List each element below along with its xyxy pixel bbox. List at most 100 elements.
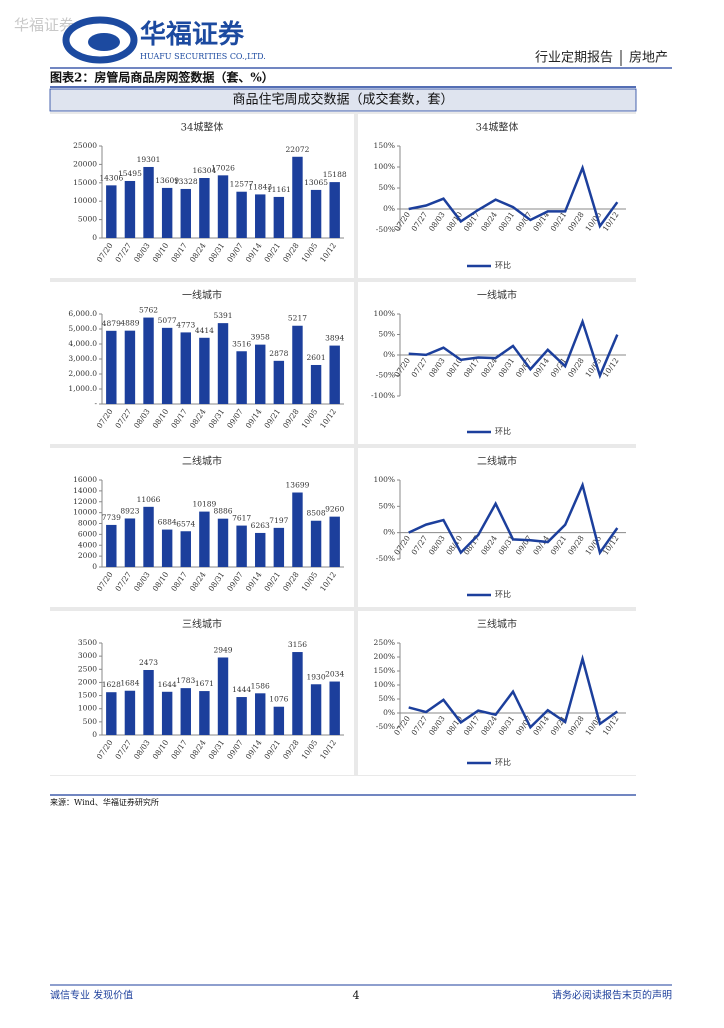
y-tick-label: 0% [383, 528, 395, 537]
y-tick-label: 16000 [73, 475, 97, 484]
bar [273, 706, 285, 735]
bar [106, 330, 117, 404]
bar-value-label: 17026 [211, 163, 235, 172]
legend-label: 环比 [495, 589, 511, 599]
y-tick-label: 4,000.0 [68, 339, 97, 348]
y-tick-label: 50% [378, 694, 395, 703]
y-tick-label: -50% [376, 554, 395, 563]
bar-value-label: 2601 [307, 353, 326, 362]
bar-value-label: 1783 [176, 676, 195, 685]
bar [143, 166, 154, 238]
bar [329, 345, 340, 404]
y-tick-label: 200% [374, 652, 395, 661]
bar-value-label: 3516 [232, 339, 251, 348]
bar-value-label: 5217 [288, 314, 307, 323]
y-tick-label: 3,000.0 [68, 354, 97, 363]
bar [292, 652, 303, 735]
bar [310, 189, 322, 238]
bar [310, 520, 322, 567]
bar [329, 681, 340, 735]
bar-value-label: 1586 [251, 681, 270, 690]
bar-value-label: 1684 [120, 679, 139, 688]
chart-title: 一线城市 [477, 289, 517, 302]
bar-value-label: 15495 [118, 169, 142, 178]
y-tick-label: 0% [383, 350, 395, 359]
bar [236, 525, 247, 567]
y-tick-label: 2,000.0 [68, 369, 97, 378]
figure-title: 图表2：房管局商品房网签数据（套、%） [50, 70, 274, 85]
bar [236, 697, 247, 735]
bar-value-label: 13065 [304, 178, 328, 187]
bar-value-label: 4879 [102, 319, 121, 328]
bar-value-label: 2034 [325, 670, 344, 679]
legend-label: 环比 [495, 260, 511, 270]
bar-value-label: 1644 [158, 680, 177, 689]
y-tick-label: 150% [374, 666, 395, 675]
bar [292, 156, 303, 238]
bar-value-label: 6884 [158, 518, 177, 527]
y-tick-label: 3000 [78, 651, 97, 660]
bar-value-label: 13699 [286, 481, 310, 490]
bar-value-label: 1930 [307, 672, 326, 681]
page-number: 4 [353, 989, 360, 1002]
y-tick-label: 1,000.0 [68, 384, 97, 393]
line-series [408, 317, 619, 380]
chart-panel [358, 282, 636, 444]
line-series [408, 164, 619, 229]
bar [180, 188, 191, 238]
y-tick-label: 100% [374, 475, 395, 484]
y-tick-label: -50% [376, 225, 395, 234]
bar-value-label: 14306 [99, 173, 123, 182]
y-tick-label: 500 [83, 717, 98, 726]
bar-value-label: 16304 [192, 166, 216, 175]
bar-value-label: 7617 [232, 514, 251, 523]
bar-value-label: 2878 [269, 349, 288, 358]
chart-title: 二线城市 [477, 455, 517, 468]
chart-panel [358, 611, 636, 775]
bar [161, 691, 173, 735]
y-tick-label: 0 [92, 562, 97, 571]
y-tick-label: 1500 [78, 691, 97, 700]
bar [124, 518, 136, 567]
bar-value-label: 1628 [102, 680, 121, 689]
chart-title: 三线城市 [182, 618, 222, 631]
bar-value-label: 22072 [286, 145, 310, 154]
bar-value-label: 9260 [325, 505, 344, 514]
bar [310, 684, 322, 735]
y-tick-label: 50% [378, 501, 395, 510]
bar-value-label: 5391 [213, 311, 232, 320]
bar-value-label: 4414 [195, 326, 214, 335]
bar [217, 323, 229, 404]
bar [143, 506, 154, 567]
bar-value-label: 3894 [325, 334, 344, 343]
chart-title: 一线城市 [182, 289, 222, 302]
bar [217, 657, 229, 735]
logo-core [88, 33, 120, 51]
bar [161, 187, 173, 238]
bar-value-label: 1444 [232, 685, 251, 694]
bar [143, 317, 154, 404]
y-tick-label: 2000 [78, 677, 97, 686]
y-tick-label: 150% [374, 141, 395, 150]
y-tick-label: 20000 [73, 159, 97, 168]
bar-value-label: 19301 [137, 155, 161, 164]
y-tick-label: 1000 [78, 704, 97, 713]
y-tick-label: 0 [92, 233, 97, 242]
bar-value-label: 6263 [251, 521, 270, 530]
bar [161, 327, 173, 404]
bar [292, 325, 303, 404]
chart-title: 34城整体 [181, 121, 224, 134]
y-tick-label: 0% [383, 204, 395, 213]
bar [217, 518, 229, 567]
logo [62, 16, 138, 64]
bar [199, 511, 210, 567]
bar [180, 531, 191, 567]
y-tick-label: 100% [374, 309, 395, 318]
bar-value-label: 12577 [230, 180, 254, 189]
bar-value-label: 1076 [269, 695, 288, 704]
banner-text: 商品住宅周成交数据（成交套数，套） [232, 92, 453, 108]
bar-value-label: 15188 [323, 170, 347, 179]
bar [199, 178, 210, 238]
watermark: 华福证券 [14, 16, 74, 34]
